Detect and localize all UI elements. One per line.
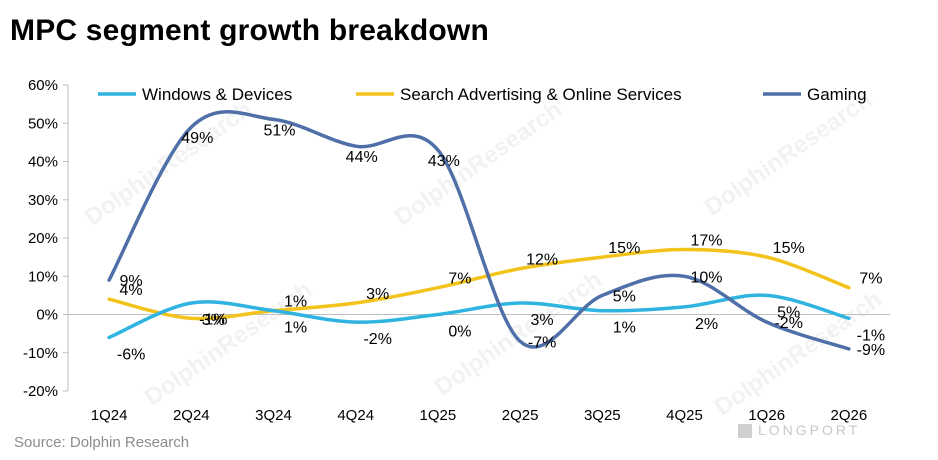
- legend-label: Gaming: [807, 85, 867, 104]
- y-tick-label: 30%: [28, 192, 58, 209]
- y-tick-label: 10%: [28, 268, 58, 285]
- y-tick-label: 0%: [36, 307, 58, 324]
- data-label: 2%: [695, 316, 718, 333]
- x-tick-label: 1Q24: [91, 407, 128, 424]
- x-tick-label: 2Q24: [173, 407, 210, 424]
- data-label: -2%: [774, 315, 802, 332]
- y-tick-label: 50%: [28, 115, 58, 132]
- x-tick-label: 1Q26: [748, 407, 785, 424]
- y-tick-label: 60%: [28, 77, 58, 94]
- series-line-windows-devices: [107, 293, 851, 340]
- data-label: 1%: [284, 320, 307, 337]
- legend-label: Windows & Devices: [142, 85, 292, 104]
- data-label: 49%: [181, 130, 213, 147]
- data-label: 15%: [773, 240, 805, 257]
- legend-label: Search Advertising & Online Services: [400, 85, 682, 104]
- data-label: 7%: [859, 271, 882, 288]
- data-label: 17%: [690, 232, 722, 249]
- series-line-gaming: [107, 110, 851, 351]
- data-label: 3%: [531, 312, 554, 329]
- data-label: 3%: [202, 312, 225, 329]
- y-tick-label: -20%: [23, 383, 58, 400]
- x-tick-label: 1Q25: [420, 407, 457, 424]
- source-note: Source: Dolphin Research: [14, 434, 190, 451]
- data-label: 0%: [448, 324, 471, 341]
- data-label: -9%: [857, 342, 885, 359]
- x-tick-label: 4Q24: [337, 407, 374, 424]
- data-label: 5%: [777, 304, 800, 321]
- y-tick-label: 20%: [28, 230, 58, 247]
- data-label: 5%: [613, 288, 636, 305]
- data-label: -1%: [199, 311, 227, 328]
- data-label: -7%: [528, 334, 556, 351]
- data-label: 1%: [613, 320, 636, 337]
- data-label: 15%: [608, 240, 640, 257]
- data-label: 51%: [263, 122, 295, 139]
- data-label: 1%: [284, 294, 307, 311]
- data-label: 7%: [448, 271, 471, 288]
- logo-text: LONGPORT: [758, 422, 861, 438]
- data-label: 10%: [690, 269, 722, 286]
- data-label: 43%: [428, 153, 460, 170]
- series-line-search-advertising-online-services: [107, 247, 851, 321]
- data-label: 4%: [120, 282, 143, 299]
- data-label: 9%: [120, 273, 143, 290]
- x-tick-label: 3Q25: [584, 407, 621, 424]
- x-tick-label: 2Q25: [502, 407, 539, 424]
- data-label: 44%: [346, 149, 378, 166]
- logo-icon: [738, 424, 752, 438]
- chart-title: MPC segment growth breakdown: [10, 14, 489, 47]
- data-label: -6%: [117, 346, 145, 363]
- data-label: -1%: [857, 327, 885, 344]
- x-tick-label: 2Q26: [831, 407, 868, 424]
- data-label: 3%: [366, 286, 389, 303]
- data-label: 12%: [526, 252, 558, 269]
- x-tick-label: 3Q24: [255, 407, 292, 424]
- y-tick-label: 40%: [28, 154, 58, 171]
- x-tick-label: 4Q25: [666, 407, 703, 424]
- y-tick-label: -10%: [23, 345, 58, 362]
- data-label: -2%: [363, 331, 391, 348]
